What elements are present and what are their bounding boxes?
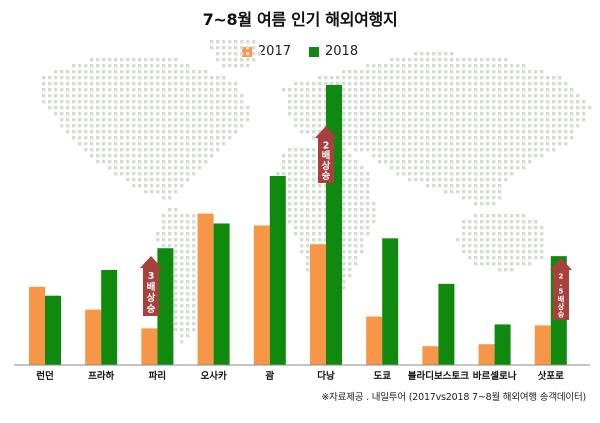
category-label-6: 도쿄 <box>373 371 391 382</box>
bar-2018-8 <box>494 324 511 365</box>
category-labels: 런던 프라하 파리 오사카 괌 다낭 도쿄 블라디보스토크 바르셀로나 삿포로 <box>36 370 564 382</box>
bar-2018-4 <box>269 175 286 365</box>
arrow-shape-0 <box>140 256 162 316</box>
bar-2018-1 <box>101 269 118 365</box>
bar-2018-7 <box>438 283 455 365</box>
category-label-8: 바르셀로나 <box>473 370 517 382</box>
bar-2018-3 <box>213 223 230 365</box>
category-label-0: 런던 <box>36 370 53 382</box>
category-label-3: 오사카 <box>200 370 226 382</box>
arrow-label-1-0: 2 <box>323 140 330 151</box>
legend: 2017 2018 <box>0 44 600 59</box>
category-label-5: 다낭 <box>317 370 335 382</box>
arrow-label-2-3: 배 <box>558 294 565 303</box>
arrow-label-0-2: 상 <box>147 292 156 304</box>
category-label-2: 파리 <box>149 370 166 382</box>
bar-2017-9 <box>534 325 551 365</box>
arrow-shape-1 <box>315 126 337 183</box>
chart-title: 7~8월 여름 인기 해외여행지 <box>202 10 398 29</box>
bar-2018-2 <box>157 248 174 365</box>
bar-2017-7 <box>422 346 439 365</box>
arrow-shape-2 <box>550 258 572 320</box>
source-note: ※자료제공 . 내일투어 (2017vs2018 7~8월 해외여행 송객데이터… <box>321 392 586 403</box>
arrow-label-2-0: 2 <box>559 271 564 280</box>
category-label-9: 삿포로 <box>538 370 564 382</box>
arrow-label-2-2: 5 <box>559 287 564 296</box>
category-label-4: 괌 <box>265 370 274 382</box>
arrow-label-0-3: 승 <box>147 303 156 315</box>
bar-2017-8 <box>478 344 495 365</box>
bar-2018-5 <box>326 84 342 366</box>
arrow-label-2-5: 승 <box>558 310 565 319</box>
bar-2018-6 <box>382 238 399 365</box>
arrow-label-2-4: 상 <box>558 302 565 311</box>
category-label-7: 블라디보스토크 <box>408 370 469 382</box>
legend-label-2017: 2017 <box>257 44 291 59</box>
category-label-1: 프라하 <box>88 370 114 382</box>
map-dots <box>42 40 592 344</box>
arrow-label-0-1: 배 <box>147 281 156 293</box>
arrow-label-1-3: 승 <box>322 170 331 182</box>
legend-item-2018: 2018 <box>309 44 358 59</box>
arrow-label-1-1: 배 <box>322 150 331 162</box>
bar-2017-4 <box>253 225 270 365</box>
bar-2018-0 <box>45 295 61 365</box>
legend-swatch-2017 <box>241 46 252 57</box>
world-map-background <box>42 40 592 344</box>
legend-item-2017: 2017 <box>241 44 291 59</box>
bar-2017-0 <box>29 286 45 365</box>
bar-2017-1 <box>85 309 102 365</box>
arrow-label-1-2: 상 <box>322 160 331 172</box>
legend-swatch-2018 <box>309 46 319 57</box>
arrow-label-0-0: 3 <box>148 271 155 282</box>
bar-2017-3 <box>197 213 214 365</box>
bar-2017-5 <box>310 244 326 365</box>
bar-2017-2 <box>141 328 158 365</box>
bar-2017-6 <box>366 316 383 365</box>
arrow-label-2-1: . <box>560 279 563 288</box>
legend-label-2018: 2018 <box>325 44 359 59</box>
